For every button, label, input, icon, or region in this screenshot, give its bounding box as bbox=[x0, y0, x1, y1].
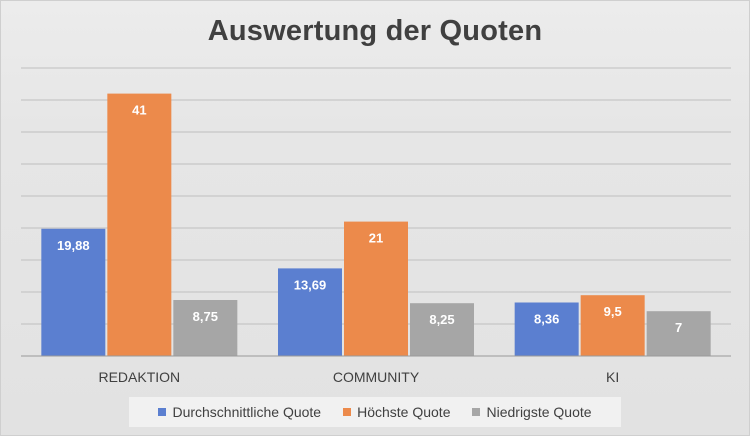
data-label: 9,5 bbox=[604, 304, 622, 319]
data-label: 19,88 bbox=[57, 238, 90, 253]
category-label: REDAKTION bbox=[98, 369, 180, 385]
data-label: 8,36 bbox=[534, 311, 559, 326]
legend-item: Höchste Quote bbox=[343, 404, 450, 420]
data-label: 13,69 bbox=[294, 277, 327, 292]
category-label: COMMUNITY bbox=[333, 369, 420, 385]
bar bbox=[646, 311, 711, 356]
legend-swatch bbox=[472, 408, 481, 416]
legend-label: Durchschnittliche Quote bbox=[172, 404, 322, 420]
data-label: 8,25 bbox=[429, 312, 454, 327]
legend-item: Niedrigste Quote bbox=[472, 404, 592, 420]
chart-title: Auswertung der Quoten bbox=[207, 15, 543, 47]
bar bbox=[173, 300, 238, 356]
bar bbox=[514, 302, 579, 356]
bar bbox=[580, 295, 645, 356]
legend-swatch bbox=[343, 408, 352, 416]
legend: Durchschnittliche Quote Höchste Quote Nied… bbox=[129, 397, 621, 427]
bar bbox=[278, 268, 342, 356]
data-label: 41 bbox=[132, 103, 146, 118]
category-label: KI bbox=[606, 369, 619, 385]
data-label: 21 bbox=[369, 231, 383, 246]
bar bbox=[410, 303, 474, 356]
legend-label: Höchste Quote bbox=[357, 404, 451, 420]
bar bbox=[41, 228, 106, 356]
legend-swatch bbox=[158, 408, 167, 416]
legend-label: Niedrigste Quote bbox=[486, 404, 592, 420]
bar bbox=[344, 221, 408, 356]
data-label: 7 bbox=[675, 320, 682, 335]
data-label: 8,75 bbox=[193, 309, 218, 324]
legend-item: Durchschnittliche Quote bbox=[158, 404, 321, 420]
bar bbox=[107, 93, 172, 356]
